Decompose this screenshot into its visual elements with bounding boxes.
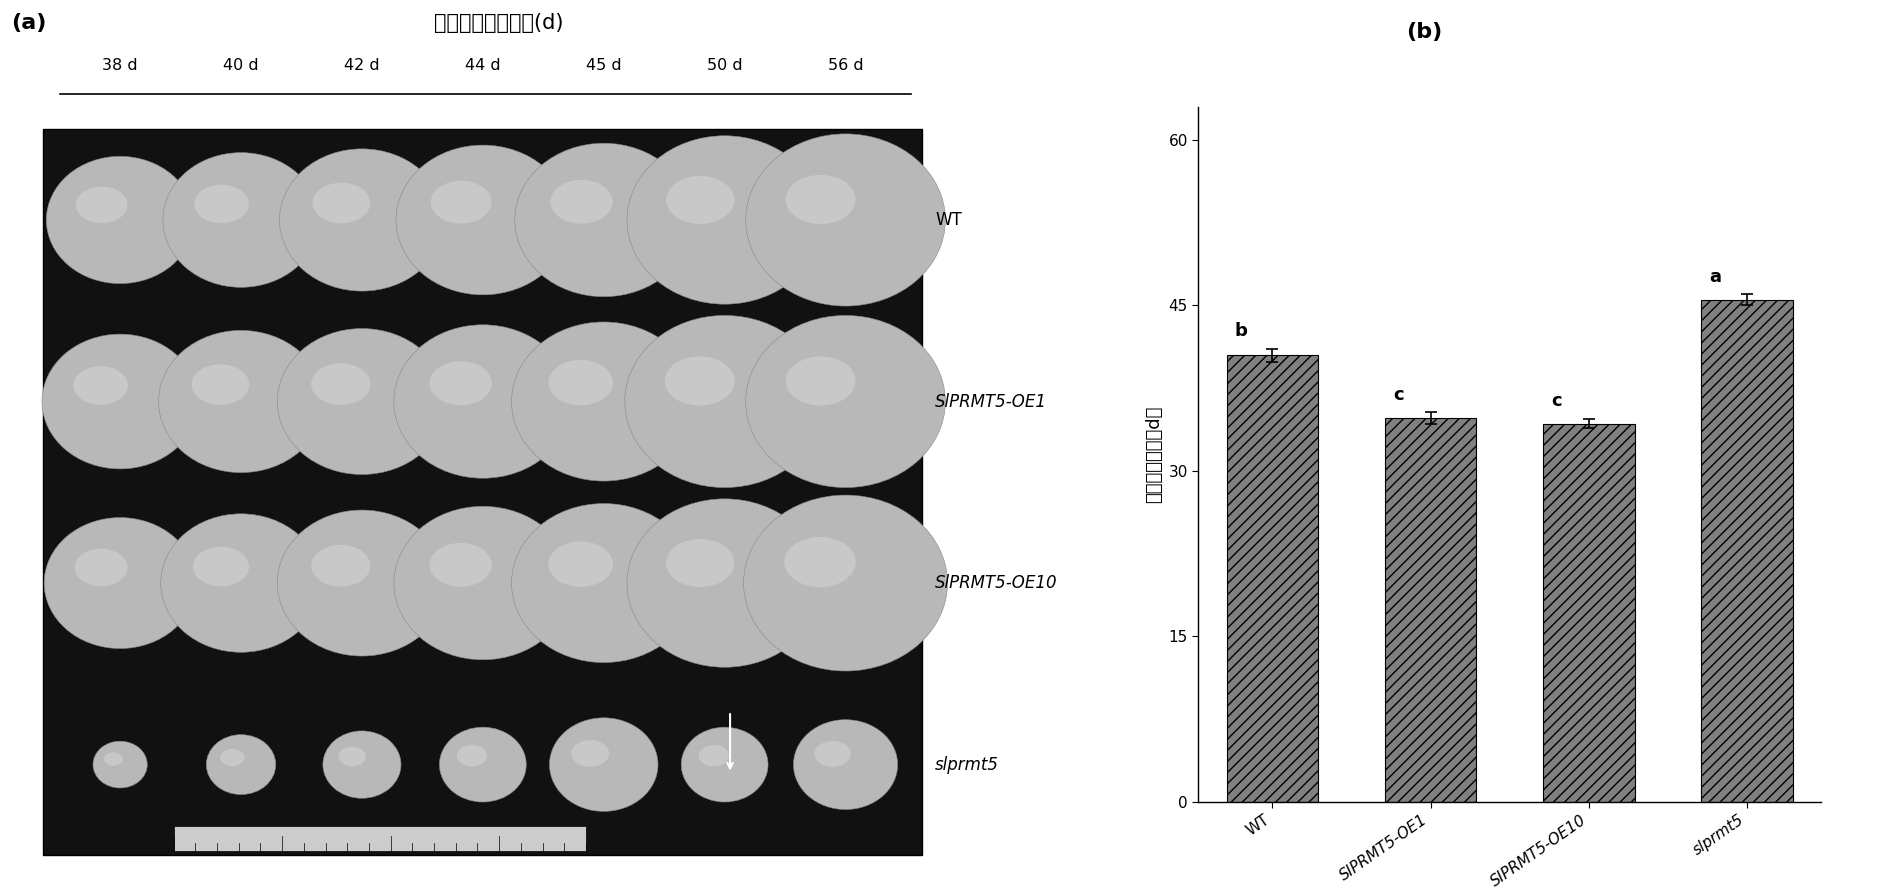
Bar	[1544, 423, 1634, 802]
Ellipse shape	[549, 542, 613, 587]
Ellipse shape	[311, 364, 370, 405]
Bar	[43, 129, 923, 855]
Ellipse shape	[666, 176, 734, 224]
Bar	[1227, 356, 1319, 802]
Text: SlPRMT5-OE10: SlPRMT5-OE10	[936, 574, 1059, 592]
Text: 38 d: 38 d	[102, 58, 138, 73]
Ellipse shape	[74, 366, 128, 405]
Ellipse shape	[396, 145, 570, 295]
Ellipse shape	[159, 331, 323, 472]
Ellipse shape	[440, 727, 526, 802]
Ellipse shape	[279, 149, 445, 291]
Ellipse shape	[430, 543, 493, 586]
Ellipse shape	[549, 360, 613, 405]
Text: 42 d: 42 d	[343, 58, 379, 73]
Ellipse shape	[430, 181, 491, 224]
Text: b: b	[1234, 322, 1247, 339]
Ellipse shape	[221, 749, 245, 766]
Text: 44 d: 44 d	[464, 58, 500, 73]
Text: 50 d: 50 d	[708, 58, 742, 73]
Ellipse shape	[666, 539, 734, 587]
Text: (b): (b)	[1406, 22, 1444, 42]
Ellipse shape	[160, 514, 321, 652]
Ellipse shape	[793, 720, 898, 810]
Ellipse shape	[785, 175, 855, 224]
Ellipse shape	[745, 315, 945, 487]
Text: 40 d: 40 d	[223, 58, 259, 73]
Ellipse shape	[815, 741, 851, 767]
Ellipse shape	[394, 506, 572, 659]
Ellipse shape	[323, 731, 402, 798]
Ellipse shape	[162, 152, 319, 287]
Ellipse shape	[192, 364, 249, 405]
Ellipse shape	[743, 495, 947, 671]
Ellipse shape	[515, 143, 693, 297]
Text: a: a	[1710, 267, 1721, 286]
Text: 56 d: 56 d	[828, 58, 864, 73]
Text: (a): (a)	[11, 13, 45, 33]
Ellipse shape	[626, 499, 823, 667]
Text: c: c	[1551, 392, 1562, 410]
Text: 花瓣全开后的天数(d): 花瓣全开后的天数(d)	[434, 13, 564, 33]
Ellipse shape	[511, 503, 696, 663]
Text: slprmt5: slprmt5	[936, 756, 1000, 773]
Ellipse shape	[43, 518, 196, 649]
Ellipse shape	[745, 134, 945, 306]
Ellipse shape	[192, 547, 249, 586]
Ellipse shape	[311, 544, 370, 586]
Bar	[1700, 300, 1793, 802]
Ellipse shape	[206, 735, 276, 795]
Bar	[174, 826, 585, 851]
Ellipse shape	[194, 184, 249, 223]
Ellipse shape	[549, 718, 659, 812]
Ellipse shape	[698, 745, 728, 766]
Ellipse shape	[457, 745, 487, 766]
Ellipse shape	[664, 356, 734, 405]
Text: c: c	[1394, 386, 1404, 404]
Ellipse shape	[511, 322, 696, 481]
Text: SlPRMT5-OE1: SlPRMT5-OE1	[936, 393, 1047, 411]
Ellipse shape	[92, 741, 147, 788]
Ellipse shape	[75, 549, 128, 586]
Text: WT: WT	[936, 211, 962, 229]
Bar	[1385, 418, 1476, 802]
Ellipse shape	[338, 747, 366, 766]
Ellipse shape	[313, 183, 370, 224]
Ellipse shape	[75, 186, 128, 223]
Ellipse shape	[277, 329, 447, 475]
Ellipse shape	[681, 727, 768, 802]
Ellipse shape	[551, 180, 613, 224]
Ellipse shape	[430, 362, 493, 405]
Y-axis label: 果实成熟时间（d）: 果实成熟时间（d）	[1145, 405, 1162, 503]
Ellipse shape	[104, 752, 123, 765]
Text: 45 d: 45 d	[587, 58, 621, 73]
Ellipse shape	[785, 537, 855, 587]
Ellipse shape	[785, 356, 855, 405]
Ellipse shape	[394, 325, 572, 478]
Ellipse shape	[625, 315, 825, 487]
Ellipse shape	[572, 740, 610, 767]
Ellipse shape	[277, 510, 447, 656]
Ellipse shape	[42, 334, 198, 469]
Ellipse shape	[626, 135, 823, 304]
Ellipse shape	[47, 156, 194, 283]
